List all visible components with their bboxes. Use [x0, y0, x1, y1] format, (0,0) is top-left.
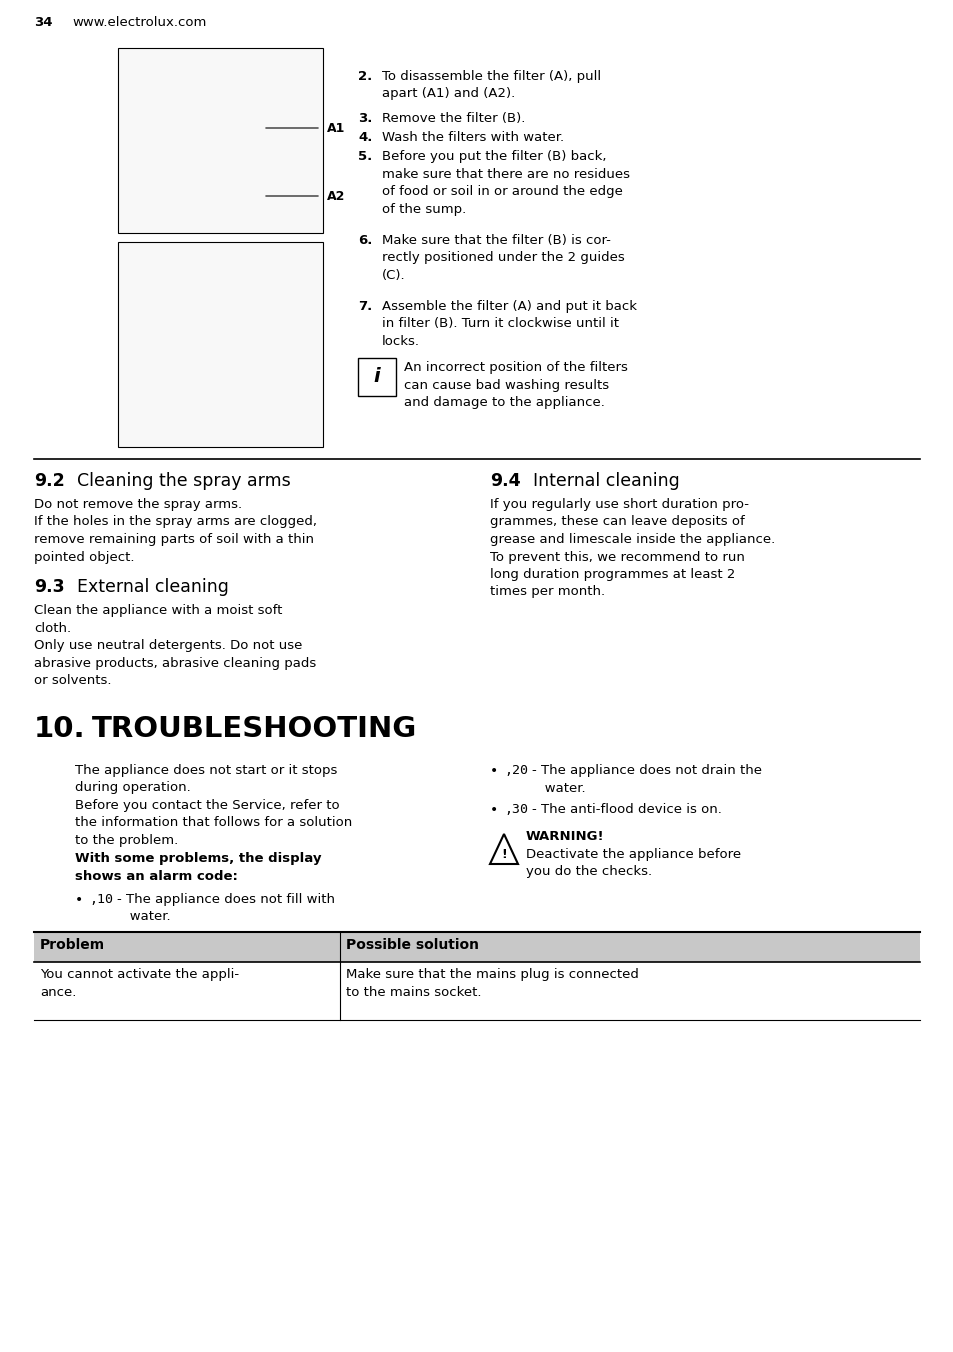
Text: !: !	[500, 848, 506, 860]
Text: Possible solution: Possible solution	[346, 938, 478, 952]
Text: 5.: 5.	[357, 150, 372, 164]
Text: To disassemble the filter (A), pull
apart (A1) and (A2).: To disassemble the filter (A), pull apar…	[381, 70, 600, 100]
Text: If you regularly use short duration pro-
grammes, these can leave deposits of
gr: If you regularly use short duration pro-…	[490, 498, 775, 599]
Text: - The appliance does not drain the
   water.: - The appliance does not drain the water…	[532, 764, 761, 795]
Text: TROUBLESHOOTING: TROUBLESHOOTING	[91, 715, 416, 744]
Text: •: •	[490, 803, 497, 817]
Text: 9.2: 9.2	[34, 472, 65, 489]
Text: WARNING!: WARNING!	[525, 830, 604, 844]
Text: 2.: 2.	[357, 70, 372, 82]
Text: Internal cleaning: Internal cleaning	[533, 472, 679, 489]
Text: External cleaning: External cleaning	[77, 579, 229, 596]
Text: With some problems, the display
shows an alarm code:: With some problems, the display shows an…	[75, 852, 321, 883]
Text: www.electrolux.com: www.electrolux.com	[71, 15, 206, 28]
Text: ,30: ,30	[503, 803, 527, 817]
Text: 6.: 6.	[357, 234, 372, 247]
Text: You cannot activate the appli-
ance.: You cannot activate the appli- ance.	[40, 968, 239, 999]
Text: Clean the appliance with a moist soft
cloth.
Only use neutral detergents. Do not: Clean the appliance with a moist soft cl…	[34, 604, 315, 687]
Text: A1: A1	[327, 122, 345, 134]
Text: Remove the filter (B).: Remove the filter (B).	[381, 112, 525, 124]
Bar	[357, 358, 395, 396]
Bar	[118, 242, 323, 448]
Text: A2: A2	[327, 189, 345, 203]
Text: 9.3: 9.3	[34, 579, 65, 596]
Text: Problem: Problem	[40, 938, 105, 952]
Text: •: •	[490, 764, 497, 777]
Bar	[34, 932, 919, 963]
Text: ,10: ,10	[89, 894, 112, 906]
Text: ,20: ,20	[503, 764, 527, 777]
Text: - The appliance does not fill with
   water.: - The appliance does not fill with water…	[117, 894, 335, 923]
Text: Wash the filters with water.: Wash the filters with water.	[381, 131, 563, 145]
Text: An incorrect position of the filters
can cause bad washing results
and damage to: An incorrect position of the filters can…	[403, 361, 627, 410]
Bar	[118, 49, 323, 233]
Text: 7.: 7.	[357, 300, 372, 314]
Text: •: •	[75, 894, 83, 907]
Text: The appliance does not start or it stops
during operation.
Before you contact th: The appliance does not start or it stops…	[75, 764, 352, 846]
Text: i: i	[374, 368, 380, 387]
Text: Deactivate the appliance before
you do the checks.: Deactivate the appliance before you do t…	[525, 848, 740, 879]
Text: 4.: 4.	[357, 131, 372, 145]
Text: Assemble the filter (A) and put it back
in filter (B). Turn it clockwise until i: Assemble the filter (A) and put it back …	[381, 300, 637, 347]
Text: 34: 34	[34, 15, 52, 28]
Text: 10.: 10.	[34, 715, 86, 744]
Text: Make sure that the mains plug is connected
to the mains socket.: Make sure that the mains plug is connect…	[346, 968, 639, 999]
Text: Do not remove the spray arms.
If the holes in the spray arms are clogged,
remove: Do not remove the spray arms. If the hol…	[34, 498, 316, 564]
Text: Cleaning the spray arms: Cleaning the spray arms	[77, 472, 291, 489]
Text: Make sure that the filter (B) is cor-
rectly positioned under the 2 guides
(C).: Make sure that the filter (B) is cor- re…	[381, 234, 624, 283]
Text: 3.: 3.	[357, 112, 372, 124]
Text: Before you put the filter (B) back,
make sure that there are no residues
of food: Before you put the filter (B) back, make…	[381, 150, 629, 215]
Text: 9.4: 9.4	[490, 472, 520, 489]
Text: - The anti-flood device is on.: - The anti-flood device is on.	[532, 803, 721, 817]
